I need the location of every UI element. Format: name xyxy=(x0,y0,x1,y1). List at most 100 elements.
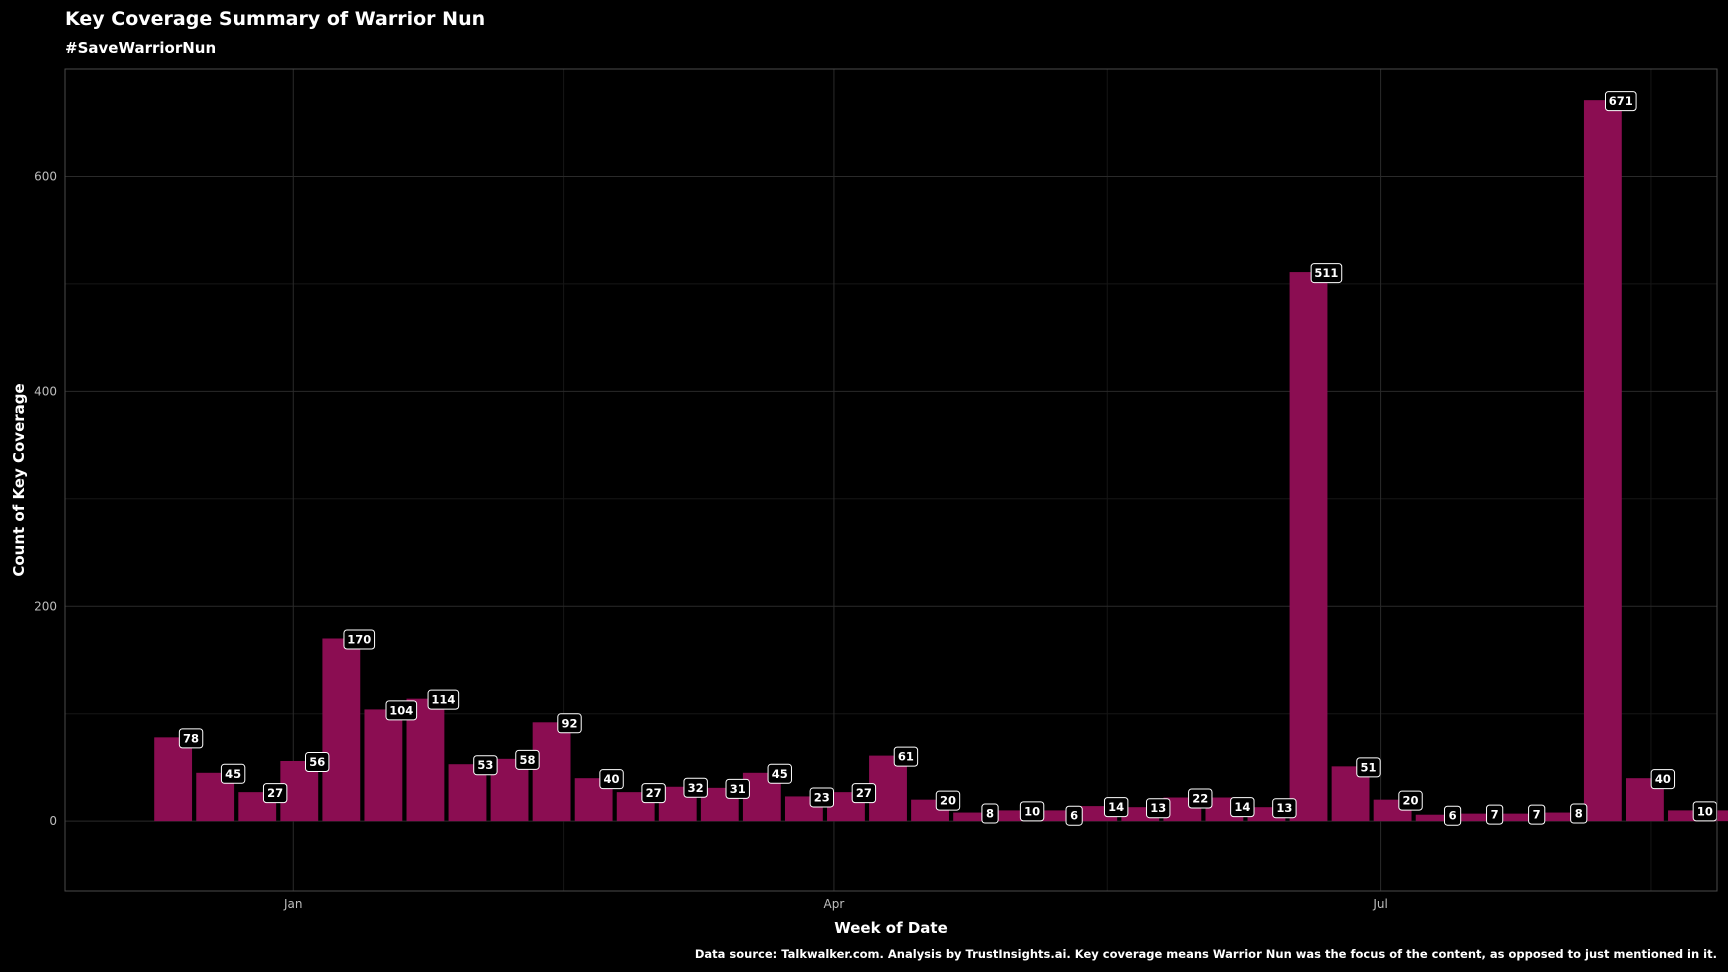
data-label-value: 6 xyxy=(1449,809,1457,823)
data-label-box xyxy=(305,751,330,772)
data-label: 40 xyxy=(599,769,624,790)
data-label: 13 xyxy=(1272,798,1297,819)
bars xyxy=(154,100,1728,822)
data-label-box xyxy=(1570,803,1588,824)
data-label: 8 xyxy=(981,803,999,824)
data-label-value: 61 xyxy=(898,750,914,764)
data-label-value: 27 xyxy=(646,786,662,800)
data-label: 14 xyxy=(1230,797,1255,818)
data-label-value: 92 xyxy=(562,716,578,730)
data-label: 27 xyxy=(641,783,666,804)
data-label: 20 xyxy=(1398,790,1423,811)
data-label: 6 xyxy=(1443,805,1462,826)
data-label: 78 xyxy=(178,728,204,749)
data-label-value: 45 xyxy=(772,767,788,781)
x-tick-label: Apr xyxy=(824,897,845,911)
data-label: 10 xyxy=(1019,801,1045,822)
data-label-box xyxy=(1528,804,1546,825)
data-label-box xyxy=(473,755,498,776)
data-label-box xyxy=(1443,805,1462,826)
data-label-value: 20 xyxy=(1403,794,1419,808)
data-label-box xyxy=(767,763,792,784)
data-label-value: 114 xyxy=(431,693,455,707)
data-label-value: 27 xyxy=(856,786,872,800)
data-label: 31 xyxy=(725,778,750,799)
data-label: 114 xyxy=(427,689,460,710)
data-label-box xyxy=(1188,788,1213,809)
y-axis-ticks: 0 200 400 600 xyxy=(34,169,57,828)
data-label-box xyxy=(683,777,708,798)
data-label-box xyxy=(1103,797,1129,818)
data-label: 6 xyxy=(1065,805,1083,826)
data-label-box xyxy=(515,749,540,770)
data-label: 53 xyxy=(473,755,498,776)
data-label-value: 14 xyxy=(1234,800,1250,814)
gridlines xyxy=(65,69,1717,891)
bar xyxy=(322,638,361,822)
data-label-value: 671 xyxy=(1609,94,1633,108)
data-label: 14 xyxy=(1103,797,1129,818)
data-label-value: 8 xyxy=(986,807,994,821)
data-label-box xyxy=(557,713,582,734)
data-label: 27 xyxy=(851,783,877,804)
data-label-box xyxy=(1272,798,1297,819)
data-label: 40 xyxy=(1650,769,1676,790)
bar xyxy=(1710,810,1728,822)
data-label-box xyxy=(1604,91,1637,112)
bar xyxy=(154,737,193,822)
data-label-box xyxy=(981,803,999,824)
data-label-box xyxy=(385,700,418,721)
data-label-value: 7 xyxy=(1533,808,1541,822)
data-label-value: 6 xyxy=(1070,809,1078,823)
panel-border xyxy=(64,68,1718,892)
data-label-value: 45 xyxy=(225,767,241,781)
data-label: 20 xyxy=(935,790,961,811)
bar xyxy=(1583,100,1622,822)
data-label: 671 xyxy=(1604,91,1637,112)
data-label-value: 13 xyxy=(1276,801,1292,815)
x-tick-label: Jan xyxy=(283,897,303,911)
bar xyxy=(1541,812,1580,822)
bar xyxy=(1415,814,1454,822)
data-label: 8 xyxy=(1570,803,1588,824)
data-label-box xyxy=(851,783,877,804)
data-label-box xyxy=(178,728,204,749)
data-label-box xyxy=(343,629,376,650)
data-label: 51 xyxy=(1356,757,1381,778)
data-label: 61 xyxy=(893,746,919,767)
data-label: 56 xyxy=(305,751,330,772)
data-label-value: 22 xyxy=(1192,792,1208,806)
data-label-box xyxy=(1230,797,1255,818)
data-label-value: 31 xyxy=(730,782,746,796)
bar xyxy=(364,709,403,822)
data-label-box xyxy=(1398,790,1423,811)
data-label: 45 xyxy=(767,763,792,784)
data-label-box xyxy=(1065,805,1083,826)
chart-subtitle: #SaveWarriorNun xyxy=(65,39,216,57)
data-label: 92 xyxy=(557,713,582,734)
data-label-box xyxy=(1356,757,1381,778)
data-label-box xyxy=(599,769,624,790)
x-tick-label: Jul xyxy=(1372,897,1387,911)
data-label-value: 8 xyxy=(1575,807,1583,821)
data-label-value: 32 xyxy=(688,781,704,795)
bar xyxy=(1289,272,1328,822)
data-label: 22 xyxy=(1188,788,1213,809)
data-label-box xyxy=(641,783,666,804)
x-axis-title: Week of Date xyxy=(834,919,948,937)
y-tick-label: 200 xyxy=(34,599,57,613)
data-label-value: 14 xyxy=(1108,800,1124,814)
bar xyxy=(532,722,571,822)
data-label: 58 xyxy=(515,749,540,770)
data-label: 23 xyxy=(809,787,835,808)
chart-title: Key Coverage Summary of Warrior Nun xyxy=(65,8,485,30)
data-label-value: 10 xyxy=(1697,804,1713,818)
bar xyxy=(1668,810,1706,822)
data-label: 7 xyxy=(1486,804,1504,825)
data-label-box xyxy=(1146,798,1171,819)
bar xyxy=(1457,813,1496,822)
data-label-box xyxy=(262,783,288,804)
data-label: 27 xyxy=(262,783,288,804)
data-label-box xyxy=(935,790,961,811)
